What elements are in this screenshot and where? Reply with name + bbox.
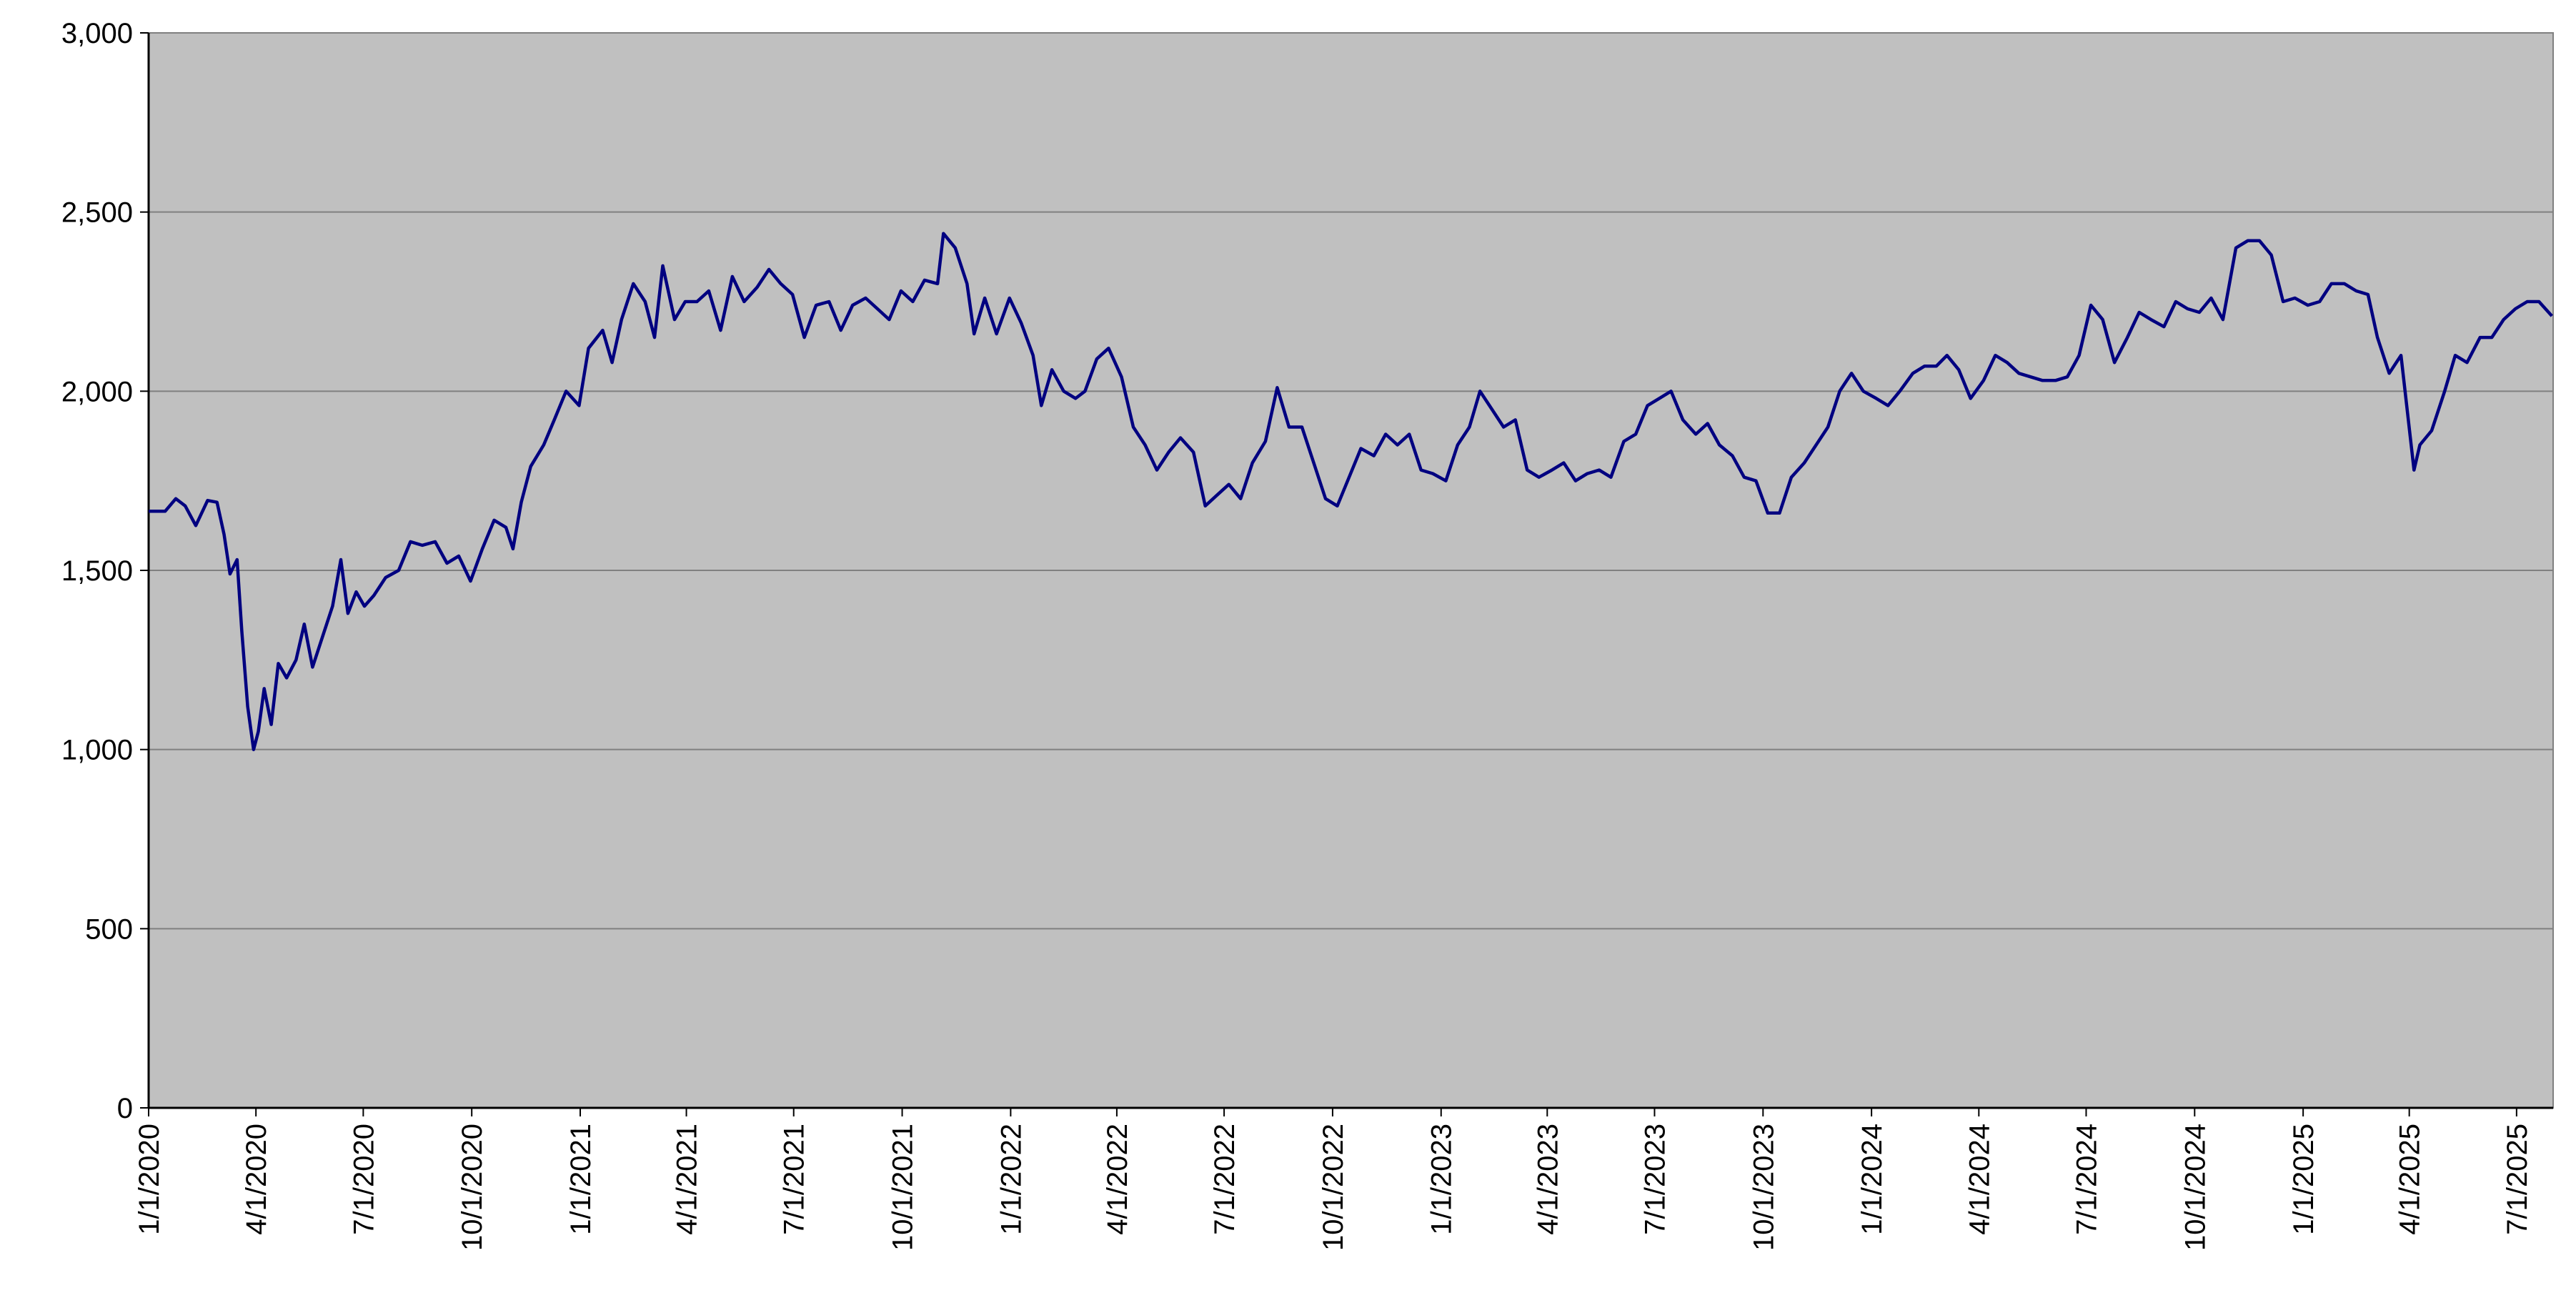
x-tick-label: 1/1/2020 (134, 1124, 165, 1235)
x-tick-label: 1/1/2022 (995, 1124, 1027, 1235)
y-tick-label: 1,500 (61, 555, 133, 587)
x-tick-label: 7/1/2022 (1209, 1124, 1240, 1235)
y-tick-label: 0 (117, 1093, 133, 1124)
x-tick-label: 4/1/2025 (2395, 1124, 2426, 1235)
x-tick-label: 4/1/2022 (1102, 1124, 1133, 1235)
y-tick-label: 500 (85, 913, 133, 945)
x-tick-label: 4/1/2021 (672, 1124, 703, 1235)
x-tick-label: 10/1/2020 (457, 1124, 488, 1251)
x-tick-label: 1/1/2023 (1426, 1124, 1458, 1235)
x-tick-label: 7/1/2025 (2502, 1124, 2533, 1235)
x-tick-label: 1/1/2021 (565, 1124, 597, 1235)
x-tick-label: 10/1/2022 (1318, 1124, 1349, 1251)
x-tick-label: 10/1/2023 (1748, 1124, 1779, 1251)
y-tick-label: 1,000 (61, 735, 133, 766)
x-tick-label: 7/1/2020 (348, 1124, 379, 1235)
x-tick-label: 7/1/2023 (1639, 1124, 1671, 1235)
price-line (149, 232, 2553, 751)
x-tick-label: 10/1/2021 (887, 1124, 919, 1251)
y-tick-label: 2,000 (61, 376, 133, 407)
x-tick-label: 4/1/2020 (241, 1124, 272, 1235)
x-tick-label: 7/1/2024 (2071, 1124, 2102, 1235)
y-tick-label: 2,500 (61, 197, 133, 229)
x-tick-label: 1/1/2024 (1856, 1124, 1888, 1235)
x-tick-label: 7/1/2021 (779, 1124, 810, 1235)
x-tick-label: 10/1/2024 (2179, 1124, 2211, 1251)
x-tick-label: 1/1/2025 (2288, 1124, 2319, 1235)
x-tick-label: 4/1/2023 (1532, 1124, 1563, 1235)
y-tick-label: 3,000 (61, 18, 133, 49)
x-tick-label: 4/1/2024 (1964, 1124, 1995, 1235)
